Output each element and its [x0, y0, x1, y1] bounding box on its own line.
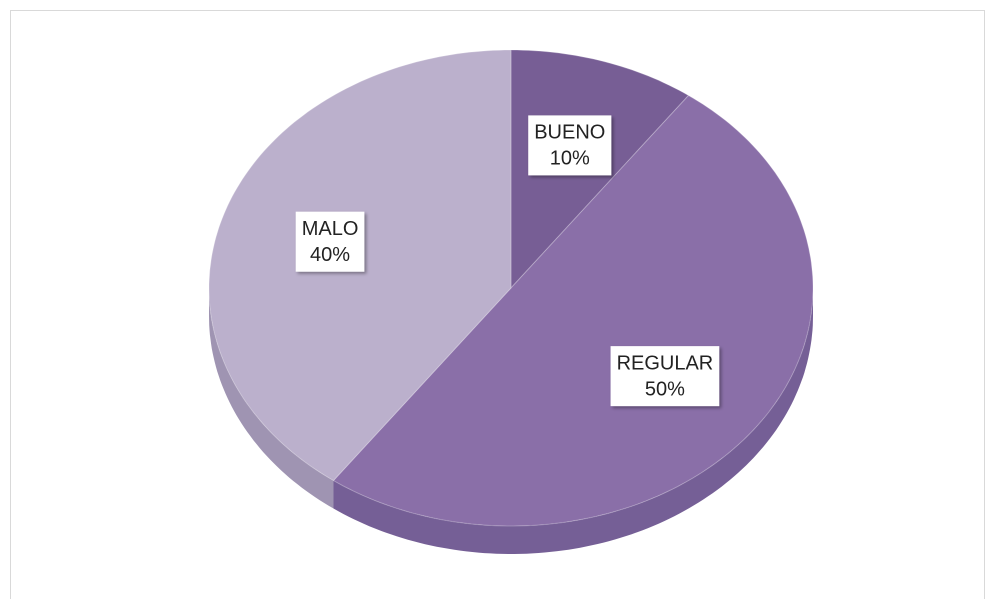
slice — [332, 94, 814, 527]
label-value: 50% — [645, 378, 685, 400]
data-label: BUENO 10% — [528, 115, 612, 176]
label-category: MALO — [302, 218, 359, 240]
label-box — [610, 346, 720, 407]
label-box — [528, 115, 612, 176]
slice-side — [209, 288, 334, 509]
slice-side — [333, 288, 813, 554]
data-label: REGULAR 50% — [610, 346, 720, 407]
label-value: 10% — [550, 148, 590, 170]
label-category: BUENO — [534, 122, 605, 144]
chart-border — [10, 10, 985, 599]
label-category: REGULAR — [617, 352, 714, 374]
data-label: MALO 40% — [295, 211, 365, 272]
label-value: 40% — [310, 244, 350, 266]
label-box — [295, 211, 365, 272]
